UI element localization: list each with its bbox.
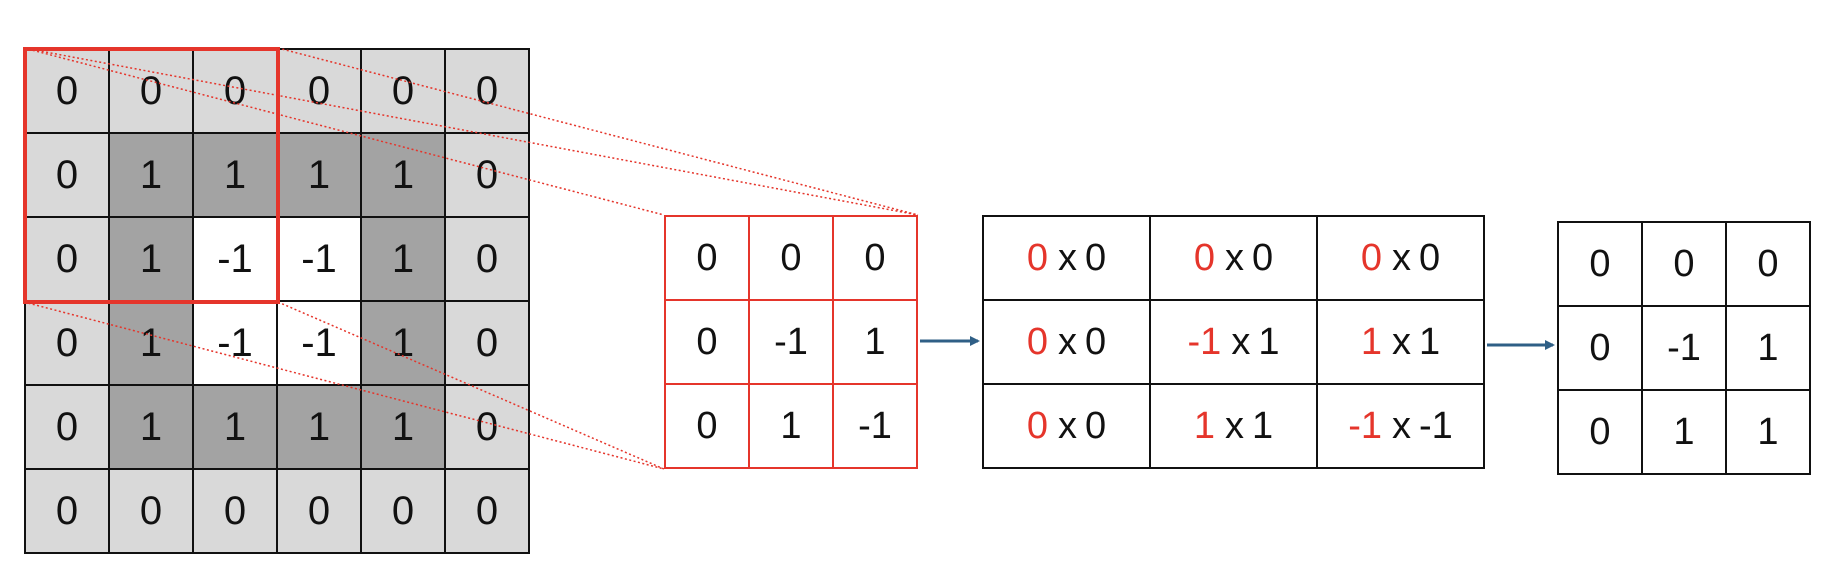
multiply-sign: x — [1225, 236, 1244, 279]
input-grid-cell: 0 — [444, 216, 530, 302]
kernel-cell: 0 — [664, 383, 750, 469]
product-cell: -1 x -1 — [1316, 383, 1485, 469]
kernel-cell: 0 — [832, 215, 918, 301]
kernel-cell: -1 — [832, 383, 918, 469]
input-grid-cell: -1 — [192, 300, 278, 386]
multiply-sign: x — [1392, 236, 1411, 279]
input-grid-cell: 0 — [192, 468, 278, 554]
input-value: -1 — [1419, 404, 1453, 447]
multiply-sign: x — [1225, 404, 1244, 447]
kernel-value: 1 — [1193, 404, 1215, 447]
kernel-cell: 0 — [664, 299, 750, 385]
result-cell: 0 — [1557, 221, 1643, 307]
multiply-sign: x — [1392, 404, 1411, 447]
multiply-sign: x — [1058, 404, 1077, 447]
kernel-value: 0 — [1193, 236, 1215, 279]
kernel-cell: -1 — [748, 299, 834, 385]
dotted-connector-line — [277, 301, 665, 470]
input-grid-cell: 1 — [192, 132, 278, 218]
input-value: 0 — [1419, 236, 1441, 279]
input-value: 0 — [1085, 320, 1107, 363]
multiply-sign: x — [1058, 320, 1077, 363]
kernel-value: 0 — [1026, 404, 1048, 447]
input-grid-cell: 1 — [108, 132, 194, 218]
input-grid-cell: 0 — [444, 384, 530, 470]
result-cell: 1 — [1641, 389, 1727, 475]
kernel-value: -1 — [1348, 404, 1382, 447]
input-grid-cell: 0 — [276, 468, 362, 554]
multiply-sign: x — [1058, 236, 1077, 279]
kernel-value: 1 — [1360, 320, 1382, 363]
kernel-value: 0 — [1026, 236, 1048, 279]
input-grid-cell: 0 — [444, 48, 530, 134]
multiply-sign: x — [1392, 320, 1411, 363]
input-grid-cell: 1 — [192, 384, 278, 470]
kernel-cell: 1 — [748, 383, 834, 469]
input-grid-cell: 0 — [24, 384, 110, 470]
result-cell: 1 — [1725, 389, 1811, 475]
dotted-connector-line — [23, 47, 919, 216]
input-grid-cell: 0 — [276, 48, 362, 134]
input-value: 0 — [1252, 236, 1274, 279]
input-value: 1 — [1419, 320, 1441, 363]
input-grid-cell: 0 — [444, 468, 530, 554]
input-grid-cell: 0 — [444, 300, 530, 386]
dotted-connector-line — [23, 47, 665, 216]
result-cell: 0 — [1725, 221, 1811, 307]
input-grid-cell: 0 — [444, 132, 530, 218]
result-cell: -1 — [1641, 305, 1727, 391]
kernel-value: 0 — [1026, 320, 1048, 363]
input-grid-cell: -1 — [276, 216, 362, 302]
input-grid-cell: 0 — [360, 48, 446, 134]
input-grid-cell: 0 — [24, 132, 110, 218]
input-value: 0 — [1085, 404, 1107, 447]
kernel-value: -1 — [1187, 320, 1222, 363]
dotted-connector-line — [277, 47, 919, 216]
multiply-sign: x — [1231, 320, 1251, 363]
input-grid-cell: -1 — [192, 216, 278, 302]
input-value: 1 — [1252, 404, 1274, 447]
kernel-value: 0 — [1360, 236, 1382, 279]
input-grid-cell: 1 — [360, 384, 446, 470]
input-value: 0 — [1085, 236, 1107, 279]
dotted-connector-line — [23, 301, 665, 470]
input-value: 1 — [1258, 320, 1280, 363]
